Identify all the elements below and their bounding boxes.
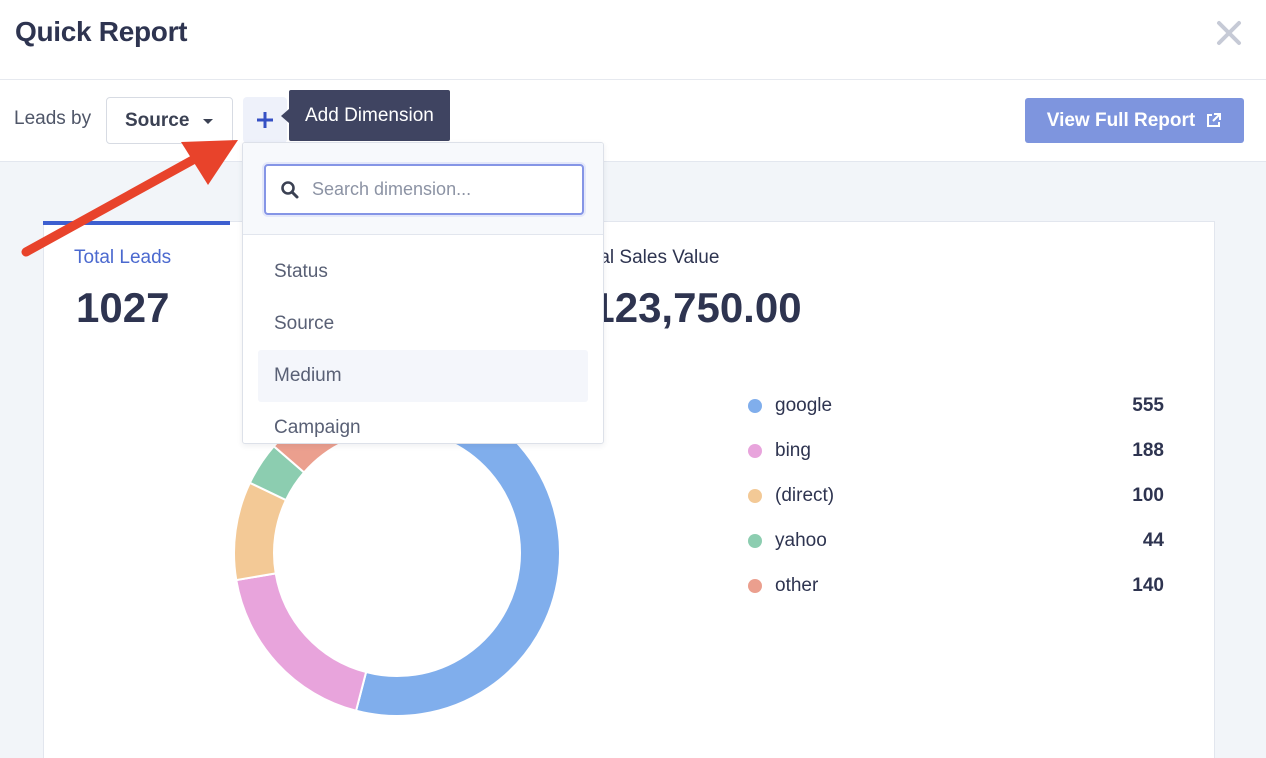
plus-icon <box>257 112 273 128</box>
legend-dot-icon <box>748 398 762 413</box>
add-dimension-tooltip: Add Dimension <box>281 90 450 141</box>
dropdown-search-area <box>243 143 603 235</box>
legend-value: 100 <box>1132 484 1164 506</box>
chevron-down-icon <box>203 119 213 124</box>
search-dimension-input[interactable] <box>312 179 562 200</box>
page-title: Quick Report <box>15 16 188 47</box>
legend-dot-icon <box>748 533 762 548</box>
legend-dot-icon <box>748 488 762 503</box>
view-full-report-label: View Full Report <box>1046 109 1196 131</box>
dropdown-item-status[interactable]: Status <box>274 261 328 282</box>
report-toolbar: Leads by Source Add Dimension View Full … <box>0 80 1266 162</box>
legend-label: bing <box>775 439 811 461</box>
report-card <box>43 221 1215 758</box>
legend-item[interactable]: google 555 <box>748 383 1166 428</box>
donut-slice-bing[interactable] <box>235 572 368 712</box>
donut-slice-google[interactable] <box>354 388 561 717</box>
search-icon <box>281 180 299 198</box>
metric-total-sales-value: $123,750.00 <box>568 284 802 331</box>
legend-value: 188 <box>1132 439 1164 461</box>
external-link-icon <box>1207 113 1222 127</box>
legend-value: 140 <box>1132 574 1164 596</box>
legend-item[interactable]: yahoo 44 <box>748 518 1166 563</box>
dropdown-item-medium[interactable]: Medium <box>258 350 588 402</box>
legend-label: (direct) <box>775 484 835 506</box>
chart-legend: google 555 bing 188 (direct) 100 yahoo 44 other 1… <box>748 383 1166 608</box>
legend-label: google <box>775 394 833 416</box>
legend-dot-icon <box>748 443 762 458</box>
dropdown-item-source[interactable]: Source <box>274 313 335 334</box>
legend-value: 44 <box>1142 529 1164 551</box>
dimension-select-value: Source <box>125 109 190 131</box>
search-box[interactable] <box>264 164 584 215</box>
legend-item[interactable]: other 140 <box>748 563 1166 608</box>
close-button[interactable] <box>1212 16 1246 50</box>
active-tab-indicator <box>43 221 230 225</box>
metric-total-leads-value: 1027 <box>76 284 170 331</box>
legend-item[interactable]: bing 188 <box>748 428 1166 473</box>
modal-header: Quick Report <box>0 0 1266 80</box>
close-icon <box>1217 21 1241 45</box>
legend-dot-icon <box>748 578 762 593</box>
metric-total-leads-label[interactable]: Total Leads <box>74 247 172 268</box>
dimension-dropdown: Status Source Medium Campaign <box>242 142 604 444</box>
legend-label: other <box>775 574 819 596</box>
legend-item[interactable]: (direct) 100 <box>748 473 1166 518</box>
dropdown-item-campaign[interactable]: Campaign <box>274 417 361 438</box>
leads-by-label: Leads by <box>14 108 92 129</box>
legend-label: yahoo <box>775 529 827 551</box>
dimension-select[interactable]: Source <box>106 97 233 144</box>
add-dimension-button[interactable] <box>243 97 287 143</box>
view-full-report-button[interactable]: View Full Report <box>1025 98 1244 143</box>
legend-value: 555 <box>1132 394 1164 416</box>
metric-total-sales-label[interactable]: Total Sales Value <box>574 247 720 268</box>
